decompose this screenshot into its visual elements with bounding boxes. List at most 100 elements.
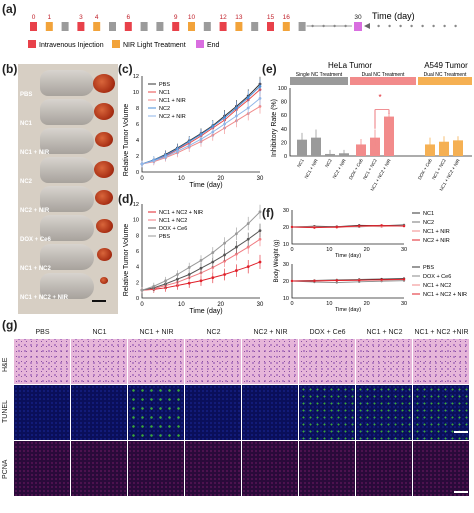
- series-line: [292, 278, 405, 282]
- dual-nc-band-hela: [350, 77, 416, 85]
- legend-label: DOX + Ce6: [159, 226, 187, 232]
- panel-label-d: (d): [118, 192, 134, 206]
- histology-image: [185, 385, 241, 440]
- data-point: [313, 279, 316, 283]
- y-tick-label: 10: [283, 242, 289, 248]
- y-tick-label: 6: [136, 249, 139, 255]
- data-point: [211, 260, 215, 264]
- data-point: [246, 245, 250, 249]
- data-point: [223, 122, 226, 126]
- a549-group-label: A549 Tumor: [424, 61, 468, 70]
- mouse-image: [40, 215, 94, 241]
- mouse-image: [40, 128, 94, 154]
- data-point: [140, 288, 144, 292]
- data-point: [402, 278, 406, 281]
- data-point: [290, 279, 294, 283]
- series-line: [141, 83, 261, 165]
- timeline-day-block: [203, 22, 211, 31]
- histology-image: [185, 339, 241, 384]
- data-point: [258, 260, 262, 264]
- bar: [297, 139, 307, 156]
- x-tick-label: NC1: [296, 158, 305, 169]
- timeline-dot: [454, 24, 457, 28]
- data-point: [258, 210, 262, 214]
- timeline-dot: [410, 24, 413, 28]
- data-point: [335, 281, 338, 284]
- chart-axes: [141, 204, 260, 299]
- timeline-dot: [322, 24, 325, 28]
- x-tick-label: 30: [257, 302, 264, 308]
- dual-nc-label-hela: Dual NC Treatment: [362, 72, 405, 78]
- bar: [311, 137, 321, 156]
- data-point: [152, 159, 156, 163]
- timeline-tick: 30: [354, 14, 362, 21]
- data-point: [313, 226, 316, 229]
- x-tick-label: 20: [364, 301, 370, 307]
- x-tick-label: 30: [257, 176, 264, 182]
- histology-image: [413, 385, 469, 440]
- data-point: [211, 276, 215, 280]
- bar: [356, 144, 366, 156]
- timeline-day-block: [30, 22, 37, 31]
- legend-label: DOX + Ce6: [423, 274, 451, 280]
- histology-image: [356, 441, 412, 496]
- significance-bracket: [374, 109, 390, 129]
- data-point: [335, 225, 338, 229]
- chart-d-xlabel: Time (day): [189, 308, 222, 315]
- scale-bar: [454, 491, 468, 493]
- chart-f-xlabel: Time (day): [335, 307, 361, 313]
- histology-grid: PBS NC1 NC1 + NIR NC2 NC2 + NIR DOX + Ce6 NC1 …: [2, 329, 474, 513]
- y-tick-label: 0: [284, 154, 287, 160]
- timeline-day-block: [172, 22, 180, 31]
- timeline-tick: 6: [126, 14, 130, 21]
- significance-star: *: [378, 93, 381, 102]
- data-point: [211, 266, 215, 269]
- mouse-image: [40, 99, 94, 125]
- data-point: [246, 265, 250, 269]
- mouse-image: [40, 244, 94, 270]
- legend-label: NC2 + NIR: [159, 114, 186, 120]
- histology-column-label: DOX + Ce6: [309, 329, 346, 336]
- y-tick-label: 60: [281, 113, 287, 119]
- y-tick-label: 2: [136, 280, 139, 286]
- histology-image: [71, 339, 127, 384]
- data-point: [246, 222, 250, 225]
- timeline-tick: 1: [47, 14, 51, 21]
- legend-label: NC1 + NC2 + NIR: [423, 292, 467, 298]
- data-point: [258, 85, 262, 88]
- y-tick-label: 30: [283, 208, 289, 214]
- histology-image: [356, 385, 412, 440]
- data-point: [235, 269, 238, 272]
- chart-d-ylabel: Relative Tumor Volume: [123, 224, 130, 296]
- histology-row-label: PCNA: [2, 459, 9, 479]
- legend-label: PBS: [159, 234, 170, 240]
- data-point: [402, 224, 406, 228]
- y-tick-label: 8: [136, 233, 139, 239]
- histology-image: [185, 441, 241, 496]
- y-tick-label: 20: [283, 225, 289, 231]
- timeline-day-block: [140, 22, 148, 31]
- chart-c-xlabel: Time (day): [189, 182, 222, 189]
- chart-f-xlabel: Time (day): [335, 253, 361, 259]
- data-point: [290, 225, 294, 229]
- legend-label: PBS: [423, 265, 434, 271]
- x-tick-label: NC2 + NIR: [332, 157, 348, 179]
- x-tick-label: 20: [217, 176, 224, 182]
- y-tick-label: 4: [136, 265, 139, 271]
- timeline-dot: [344, 24, 347, 28]
- data-point: [358, 279, 361, 282]
- timeline-day-block: [188, 22, 195, 31]
- legend-injection-swatch: [28, 40, 36, 48]
- data-point: [258, 237, 262, 241]
- y-tick-label: 20: [281, 140, 287, 146]
- mouse-group-label: NC1 + NIR: [20, 150, 50, 156]
- timeline-day-block: [93, 22, 101, 31]
- tumor-image: [95, 190, 113, 206]
- data-point: [235, 252, 238, 256]
- mouse-image: [40, 157, 94, 183]
- histology-image: [299, 385, 355, 440]
- chart-c-ylabel: Relative Tumor Volume: [123, 104, 130, 176]
- panel-label-e: (e): [262, 62, 277, 76]
- y-tick-label: 4: [136, 138, 139, 144]
